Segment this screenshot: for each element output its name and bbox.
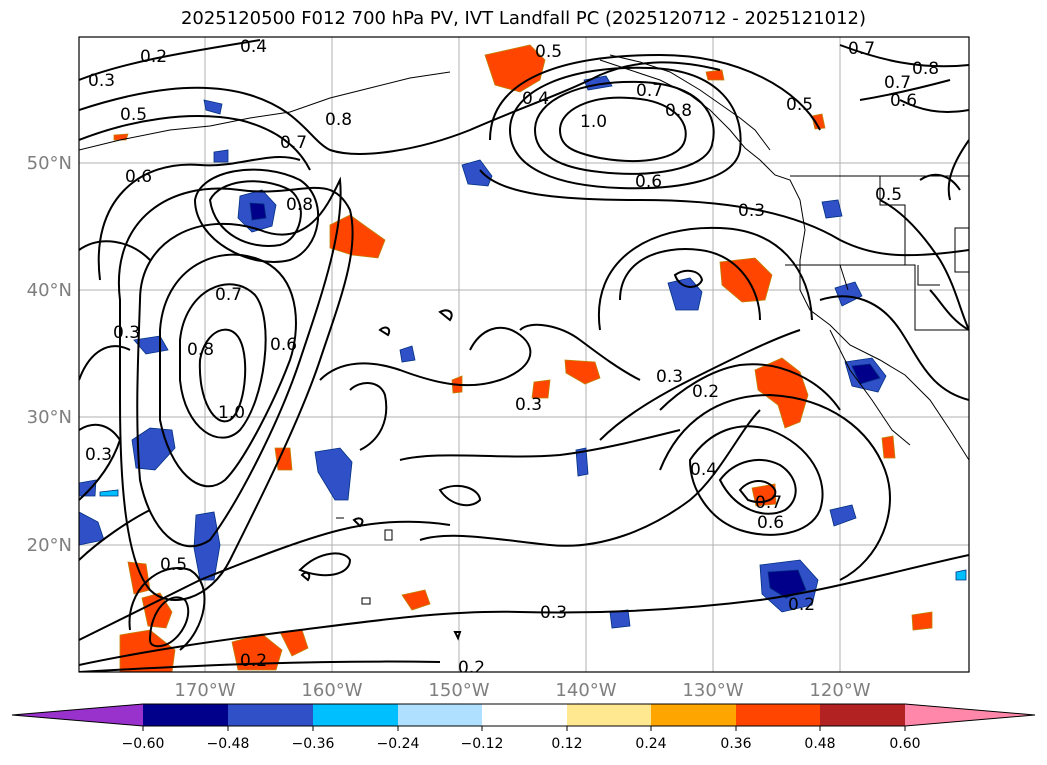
- contour-label: 0.5: [875, 185, 902, 205]
- contour-label: 0.3: [515, 395, 542, 415]
- lat-label-40n: 40°N: [26, 280, 72, 301]
- colorbar-tick-label: −0.60: [121, 736, 165, 752]
- contour-label: 0.3: [656, 367, 683, 387]
- contour-label: 0.4: [690, 460, 717, 480]
- colorbar-tick-label: 0.48: [804, 736, 836, 752]
- contour-label: 0.7: [884, 73, 911, 93]
- lat-label-20n: 20°N: [26, 535, 72, 556]
- contour-label: 0.3: [738, 201, 765, 221]
- contour-label: 0.2: [692, 382, 719, 402]
- lon-label-140w: 140°W: [555, 680, 617, 701]
- contour-label: 1.0: [218, 403, 245, 423]
- contour-labels: 0.4 0.2 0.3 0.5 0.7 0.8 0.6 0.5 0.4 1.0 …: [85, 37, 939, 678]
- contour-label: 0.3: [85, 445, 112, 465]
- contour-label: 0.5: [120, 105, 147, 125]
- colorbar-low-extension: [12, 704, 143, 726]
- colorbar-tick-label: −0.12: [460, 736, 504, 752]
- contour-label: 0.6: [635, 172, 662, 192]
- plot-frame: [78, 36, 970, 673]
- contour-label: 0.6: [270, 335, 297, 355]
- contour-label: 0.8: [286, 195, 313, 215]
- contour-label: 0.8: [325, 110, 352, 130]
- contour-label: 0.7: [755, 493, 782, 513]
- contour-label: 0.7: [280, 133, 307, 153]
- contour-label: 0.2: [788, 595, 815, 615]
- lon-label-120w: 120°W: [809, 680, 871, 701]
- positive-pc-shading: [113, 44, 933, 672]
- lon-label-130w: 130°W: [682, 680, 744, 701]
- lon-label-170w: 170°W: [174, 680, 236, 701]
- contour-label: 0.4: [522, 89, 549, 109]
- contour-label: 0.6: [757, 513, 784, 533]
- colorbar-tick-label: −0.36: [291, 736, 335, 752]
- colorbar: [11, 703, 1036, 731]
- colorbar-tick-label: 0.60: [889, 736, 921, 752]
- figure-title: 2025120500 F012 700 hPa PV, IVT Landfall…: [180, 8, 867, 29]
- contour-label: 0.2: [458, 658, 485, 678]
- contour-label: 0.5: [786, 95, 813, 115]
- lon-label-160w: 160°W: [301, 680, 363, 701]
- contour-label: 0.4: [240, 37, 267, 57]
- contour-label: 0.2: [240, 651, 267, 671]
- contour-label: 0.7: [636, 81, 663, 101]
- colorbar-high-extension: [905, 704, 1035, 726]
- colorbar-tick-label: 0.12: [551, 736, 583, 752]
- contour-label: 0.3: [113, 323, 140, 343]
- contour-label: 0.8: [665, 101, 692, 121]
- colorbar-tick-label: −0.24: [376, 736, 420, 752]
- contour-label: 0.7: [848, 39, 875, 59]
- contour-label: 0.6: [890, 91, 917, 111]
- contour-label: 0.2: [140, 47, 167, 67]
- contour-label: 0.6: [125, 167, 152, 187]
- contour-label: 0.8: [912, 59, 939, 79]
- colorbar-tick-label: −0.48: [206, 736, 250, 752]
- contour-label: 0.7: [215, 285, 242, 305]
- contour-label: 0.8: [187, 340, 214, 360]
- contour-label: 0.5: [535, 42, 562, 62]
- contour-label: 0.3: [88, 71, 115, 91]
- colorbar-tick-label: 0.24: [635, 736, 667, 752]
- contour-label: 0.5: [160, 555, 187, 575]
- lon-label-150w: 150°W: [428, 680, 490, 701]
- contour-label: 0.3: [540, 603, 567, 623]
- colorbar-tick-label: 0.36: [720, 736, 752, 752]
- lat-label-30n: 30°N: [26, 407, 72, 428]
- lat-label-50n: 50°N: [26, 153, 72, 174]
- pv-contours: [79, 39, 969, 672]
- negative-pc-shading: [79, 75, 967, 629]
- contour-label: 1.0: [580, 112, 607, 132]
